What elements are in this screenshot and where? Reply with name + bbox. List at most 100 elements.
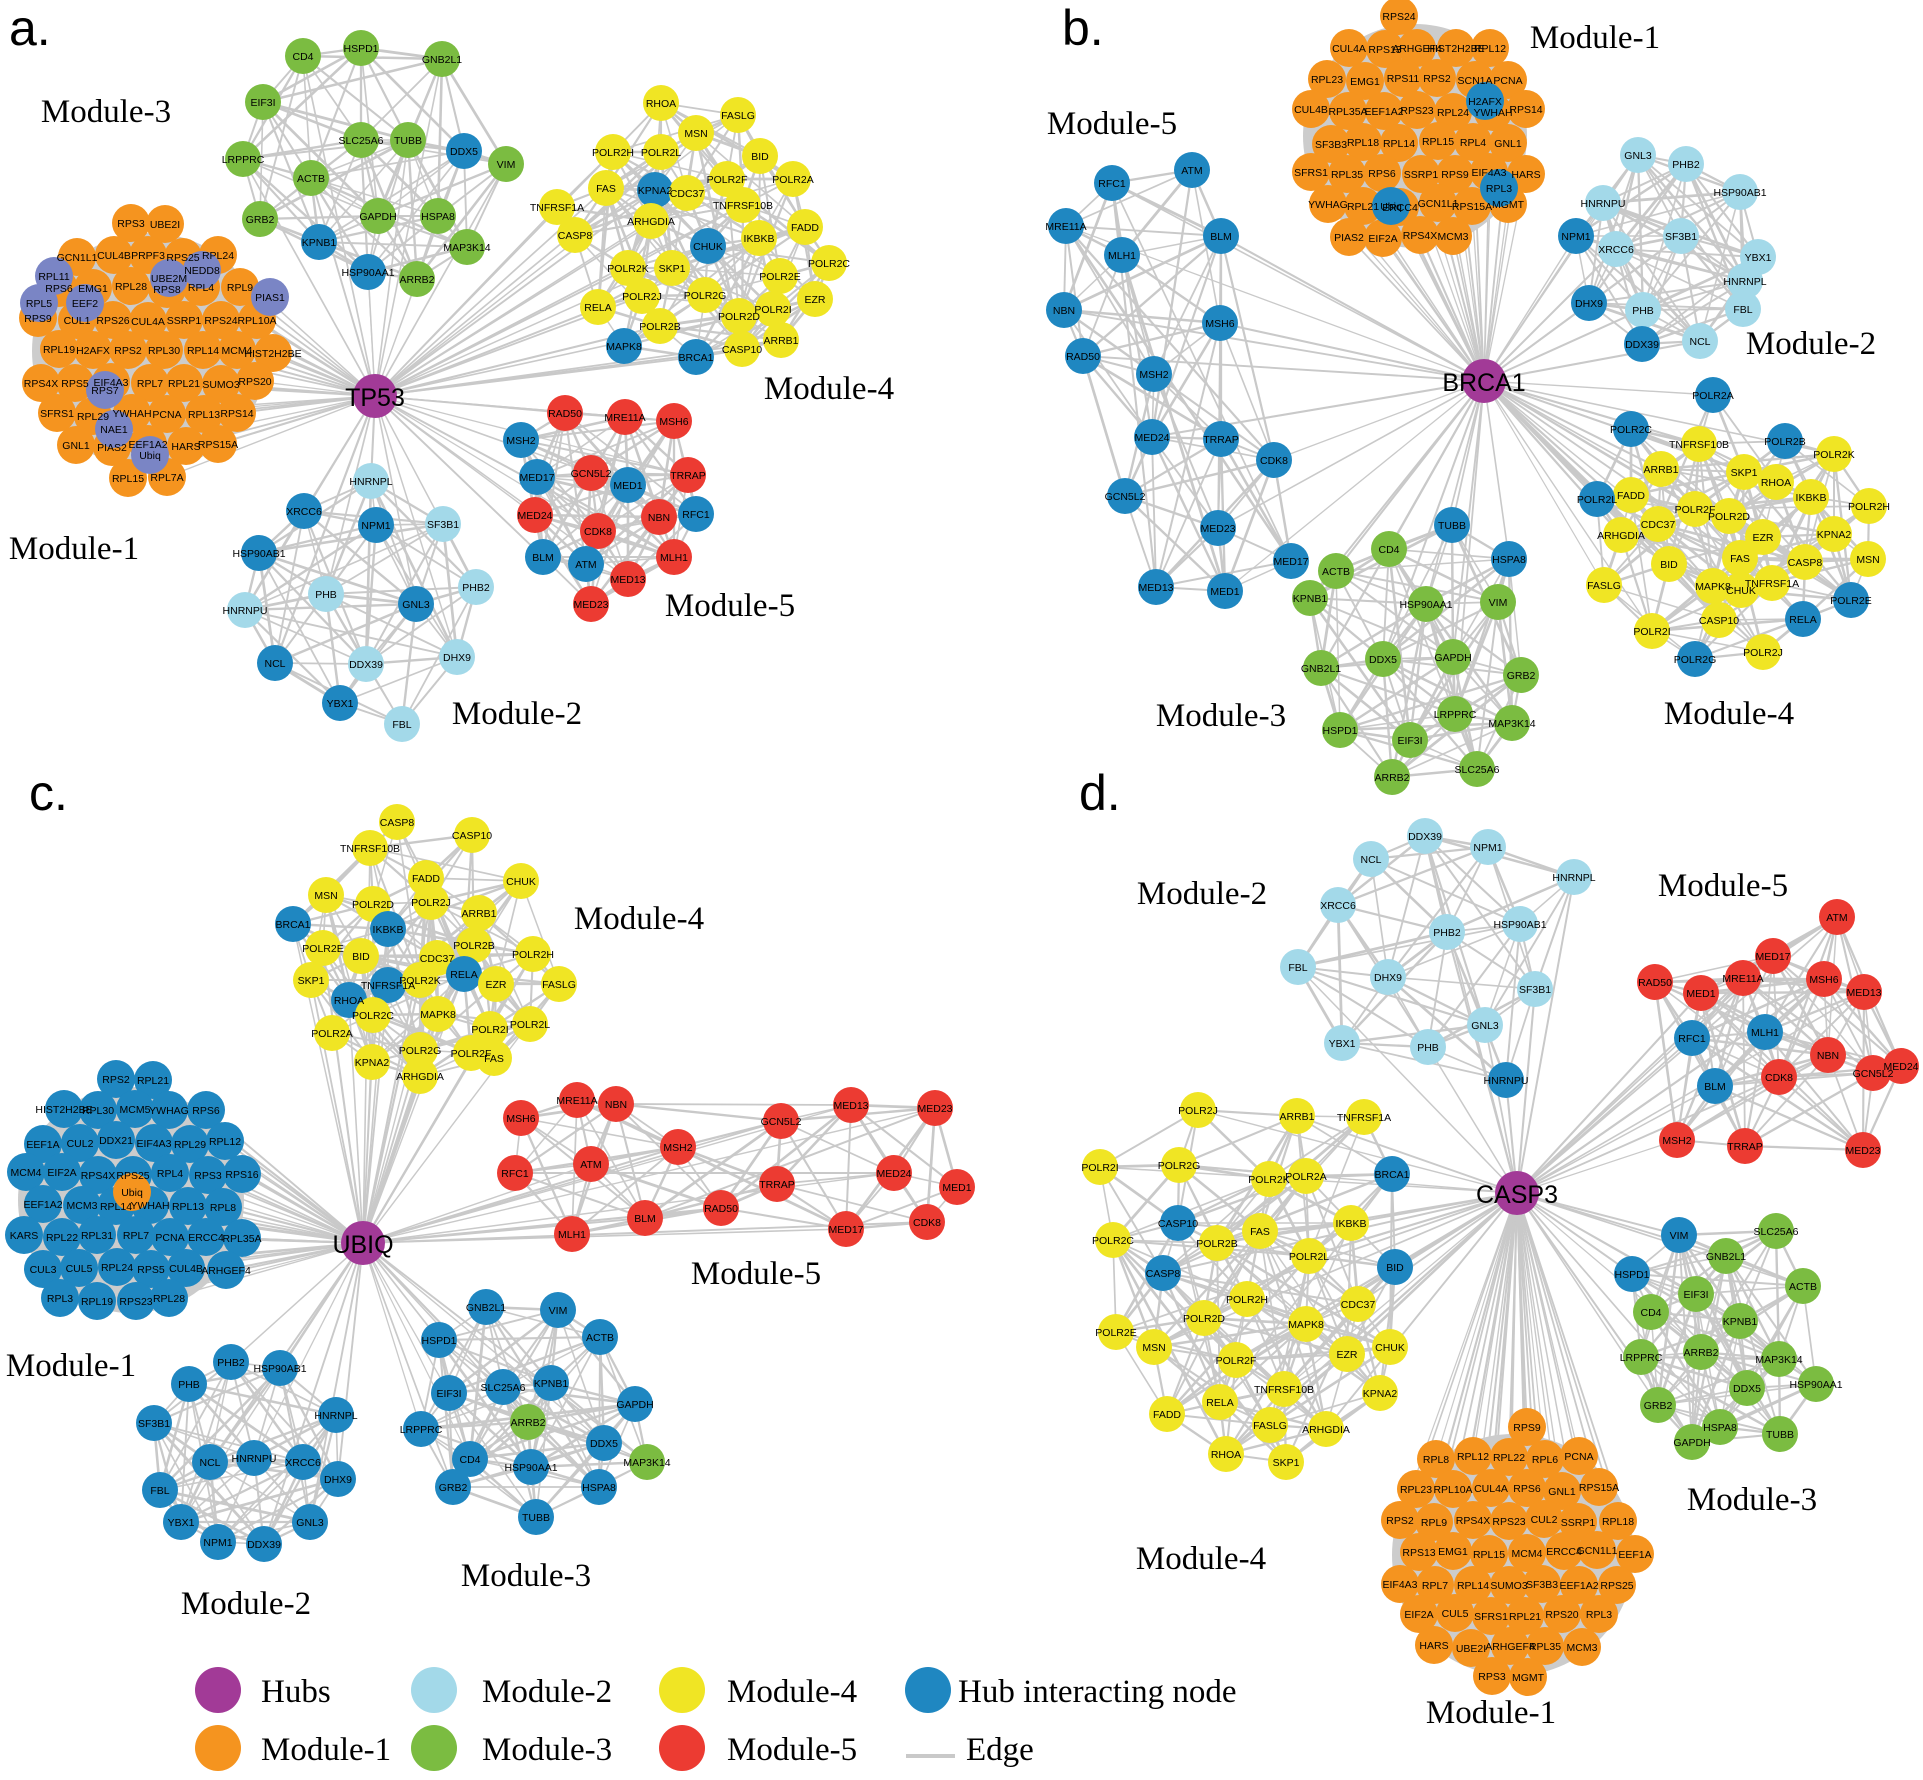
svg-text:RPS3: RPS3	[1478, 1671, 1506, 1683]
svg-text:RPS3: RPS3	[117, 218, 145, 230]
svg-text:POLR2E: POLR2E	[1830, 595, 1871, 607]
svg-text:FAS: FAS	[1730, 553, 1750, 565]
svg-text:GAPDH: GAPDH	[616, 1399, 653, 1411]
svg-text:MSH2: MSH2	[506, 435, 535, 447]
svg-text:PCNA: PCNA	[155, 1232, 184, 1244]
svg-text:RPL21: RPL21	[137, 1075, 169, 1087]
svg-text:Module-1: Module-1	[261, 1732, 391, 1768]
svg-text:IKBKB: IKBKB	[744, 233, 775, 245]
svg-text:TNFRSF1A: TNFRSF1A	[1745, 578, 1799, 590]
svg-text:POLR2L: POLR2L	[510, 1019, 550, 1031]
svg-text:HNRNPU: HNRNPU	[1581, 198, 1626, 210]
svg-text:SF3B3: SF3B3	[1315, 139, 1347, 151]
svg-text:HNRNPU: HNRNPU	[223, 605, 268, 617]
svg-text:GAPDH: GAPDH	[1673, 1437, 1710, 1449]
svg-text:RPS9: RPS9	[1513, 1422, 1541, 1434]
svg-text:RPL30: RPL30	[82, 1105, 114, 1117]
svg-text:BLM: BLM	[1704, 1081, 1726, 1093]
svg-text:MED13: MED13	[610, 574, 645, 586]
svg-text:RPL5: RPL5	[26, 298, 52, 310]
svg-text:NCL: NCL	[264, 658, 285, 670]
svg-text:EIF4A3: EIF4A3	[1382, 1579, 1417, 1591]
svg-text:Module-1: Module-1	[9, 531, 139, 567]
svg-text:YWHAG: YWHAG	[149, 1105, 189, 1117]
svg-text:CDK8: CDK8	[1765, 1072, 1793, 1084]
svg-text:RPS14: RPS14	[220, 408, 253, 420]
svg-text:RELA: RELA	[584, 302, 611, 314]
svg-text:FBL: FBL	[392, 719, 411, 731]
svg-text:POLR2I: POLR2I	[754, 304, 791, 316]
svg-text:GNB2L1: GNB2L1	[1706, 1251, 1746, 1263]
svg-text:RPL6: RPL6	[1532, 1454, 1558, 1466]
svg-text:EIF3I: EIF3I	[1683, 1289, 1708, 1301]
svg-text:RPL35: RPL35	[1529, 1641, 1561, 1653]
svg-text:MAP3K14: MAP3K14	[1755, 1354, 1802, 1366]
svg-text:MED23: MED23	[573, 599, 608, 611]
svg-text:BID: BID	[751, 151, 769, 163]
svg-text:DHX9: DHX9	[1374, 972, 1402, 984]
svg-text:DHX9: DHX9	[443, 652, 471, 664]
svg-text:CDC37: CDC37	[670, 188, 705, 200]
svg-text:BRCA1: BRCA1	[1442, 369, 1525, 397]
svg-text:CD4: CD4	[1640, 1307, 1661, 1319]
svg-text:CHUK: CHUK	[693, 241, 723, 253]
svg-text:CASP10: CASP10	[1158, 1218, 1198, 1230]
svg-text:CUL4A: CUL4A	[1332, 43, 1366, 55]
svg-text:KPNA2: KPNA2	[1363, 1388, 1398, 1400]
svg-text:Module-1: Module-1	[1426, 1695, 1556, 1731]
svg-text:SSRP1: SSRP1	[167, 315, 202, 327]
svg-text:RPS25: RPS25	[166, 252, 199, 264]
svg-text:HNRNPL: HNRNPL	[1723, 276, 1766, 288]
svg-text:CD4: CD4	[459, 1454, 480, 1466]
svg-text:RPL9: RPL9	[227, 282, 253, 294]
svg-text:RPL7: RPL7	[123, 1230, 149, 1242]
svg-text:CUL4A: CUL4A	[1474, 1483, 1508, 1495]
svg-text:RPS13: RPS13	[1402, 1547, 1435, 1559]
svg-text:EIF4A3: EIF4A3	[93, 377, 128, 389]
svg-text:TNFRSF10B: TNFRSF10B	[340, 843, 400, 855]
svg-text:Edge: Edge	[966, 1732, 1034, 1768]
svg-text:RPS23: RPS23	[1400, 105, 1433, 117]
svg-text:MLH1: MLH1	[558, 1229, 586, 1241]
svg-text:SKP1: SKP1	[1273, 1457, 1300, 1469]
svg-text:HSP90AA1: HSP90AA1	[1399, 599, 1452, 611]
svg-text:RPL22: RPL22	[1493, 1452, 1525, 1464]
svg-text:ERCC4: ERCC4	[1382, 202, 1418, 214]
svg-text:MSH6: MSH6	[1809, 974, 1838, 986]
svg-text:RPL8: RPL8	[210, 1202, 236, 1214]
svg-text:GNL3: GNL3	[1471, 1020, 1499, 1032]
svg-text:Ubiq: Ubiq	[1380, 201, 1402, 213]
svg-text:TNFRSF10B: TNFRSF10B	[1254, 1384, 1314, 1396]
svg-text:EZR: EZR	[1753, 532, 1774, 544]
svg-text:HNRNPU: HNRNPU	[1484, 1075, 1529, 1087]
svg-text:BRCA1: BRCA1	[1374, 1169, 1409, 1181]
svg-text:TRRAP: TRRAP	[1203, 434, 1239, 446]
svg-text:POLR2J: POLR2J	[1178, 1105, 1218, 1117]
svg-text:CDK8: CDK8	[584, 526, 612, 538]
svg-text:RPL15: RPL15	[1422, 136, 1454, 148]
svg-text:GNB2L1: GNB2L1	[1301, 663, 1341, 675]
svg-text:IKBKB: IKBKB	[1336, 1218, 1367, 1230]
svg-text:POLR2H: POLR2H	[1848, 501, 1890, 513]
svg-text:MED24: MED24	[517, 510, 552, 522]
svg-text:LRPPRC: LRPPRC	[222, 154, 265, 166]
svg-text:RPL35: RPL35	[1331, 169, 1363, 181]
svg-text:TNFRSF1A: TNFRSF1A	[361, 980, 415, 992]
svg-text:Module-3: Module-3	[1687, 1482, 1817, 1518]
svg-text:BRCA1: BRCA1	[678, 352, 713, 364]
svg-text:MAP3K14: MAP3K14	[443, 242, 490, 254]
svg-text:ATM: ATM	[575, 559, 596, 571]
svg-text:DHX9: DHX9	[1575, 298, 1603, 310]
svg-text:Hub interacting node: Hub interacting node	[958, 1674, 1237, 1710]
svg-text:RPS5: RPS5	[61, 378, 89, 390]
svg-text:LRPPRC: LRPPRC	[1620, 1352, 1663, 1364]
svg-text:ACTB: ACTB	[297, 173, 325, 185]
svg-text:ATM: ATM	[1826, 912, 1847, 924]
svg-text:a.: a.	[9, 0, 51, 56]
svg-text:GCN1L1: GCN1L1	[1577, 1545, 1618, 1557]
svg-text:Module-4: Module-4	[574, 901, 704, 937]
svg-text:RPS13: RPS13	[1368, 44, 1401, 56]
svg-text:RPS6: RPS6	[192, 1105, 220, 1117]
svg-text:RPS2: RPS2	[1423, 73, 1451, 85]
svg-text:RPL21: RPL21	[1347, 201, 1379, 213]
